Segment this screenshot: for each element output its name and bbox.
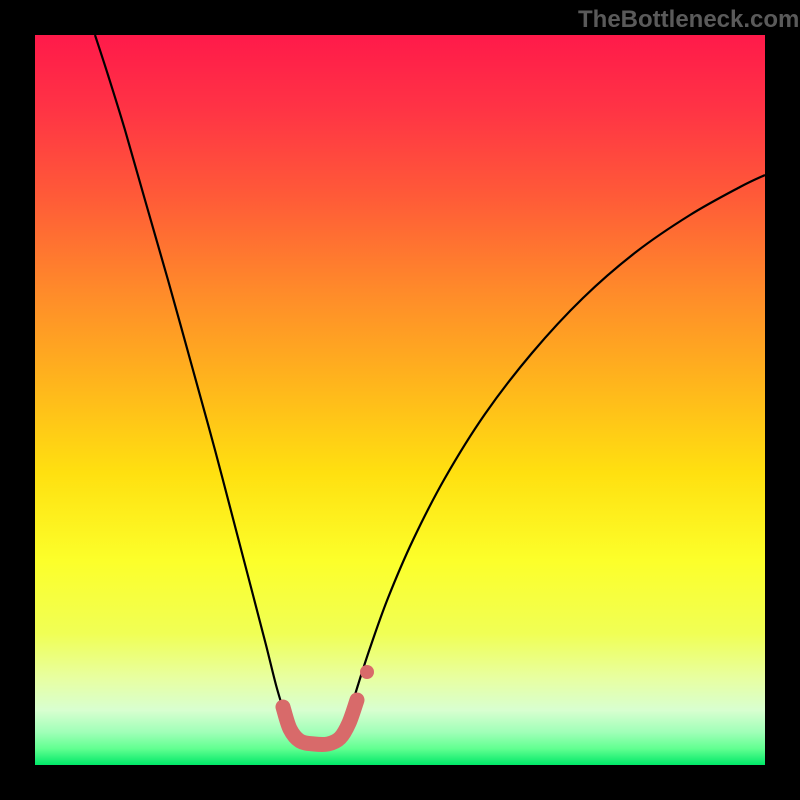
- highlight-dot: [360, 665, 374, 679]
- curve-right-branch: [350, 175, 765, 712]
- curve-left-branch: [95, 35, 284, 712]
- highlight-optimal-range: [283, 700, 357, 745]
- watermark-text: TheBottleneck.com: [578, 6, 799, 34]
- bottleneck-chart: [0, 0, 800, 800]
